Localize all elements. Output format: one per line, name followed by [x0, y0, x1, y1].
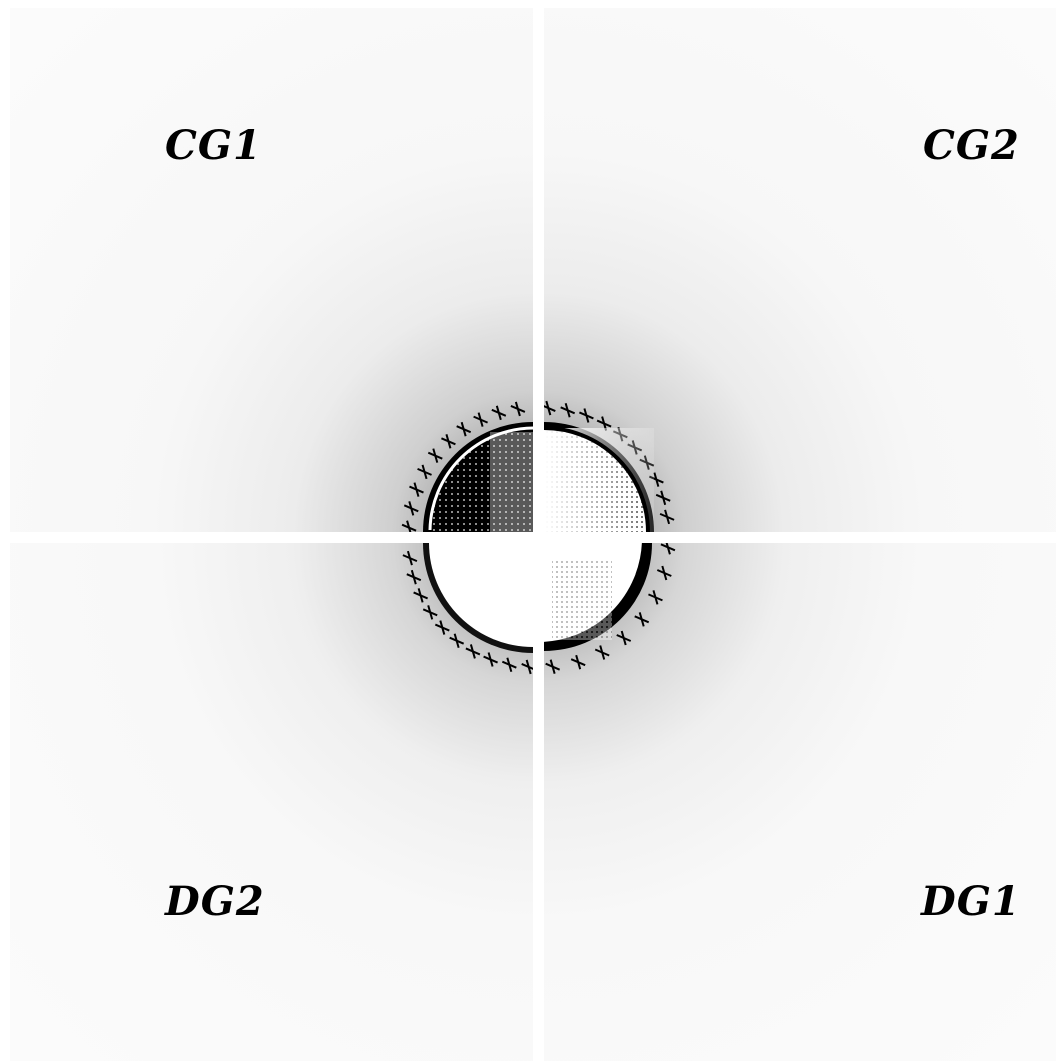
limb-spike	[652, 590, 659, 605]
limb-spike	[413, 482, 420, 497]
disk-quadrant-cg2	[544, 400, 675, 532]
limb-spike	[477, 412, 484, 427]
limb-spike	[406, 520, 412, 532]
limb-spike	[427, 605, 434, 620]
limb-spike	[583, 408, 590, 423]
limb-spike	[408, 501, 415, 516]
limb-spike	[506, 657, 513, 672]
limb-spike	[514, 401, 521, 417]
halo-glow	[544, 543, 1056, 1061]
limb-spike	[406, 550, 413, 566]
quadrant-label-cg2: CG2	[923, 122, 1020, 169]
limb-spike	[439, 620, 446, 635]
limb-spike	[525, 659, 532, 675]
panel-dg1	[544, 543, 1056, 1061]
disk-quadrant-dg1	[544, 543, 676, 674]
limb-spike	[445, 434, 452, 449]
limb-spike	[599, 645, 606, 660]
quadrant-label-dg2: DG2	[165, 878, 265, 925]
limb-spike	[620, 630, 627, 646]
limb-spike	[665, 543, 671, 555]
limb-spike	[410, 569, 417, 585]
limb-spike	[487, 652, 494, 667]
limb-spike	[495, 405, 502, 421]
limb-spike	[417, 588, 424, 603]
limb-spike	[638, 612, 645, 627]
halo-glow	[10, 8, 533, 532]
quadrant-label-dg1: DG1	[921, 878, 1021, 925]
limb-spike	[460, 421, 467, 437]
limb-spike	[575, 654, 582, 670]
limb-spike	[549, 659, 556, 674]
limb-spike	[661, 565, 668, 581]
quadrant-label-cg1: CG1	[165, 122, 262, 169]
limb-spike	[421, 464, 428, 480]
limb-spike	[545, 400, 552, 416]
disk-quadrant-dg2	[402, 543, 533, 675]
limb-spike	[432, 448, 439, 463]
limb-spike	[453, 633, 460, 648]
limb-spike	[564, 403, 571, 418]
limb-spike	[653, 472, 660, 487]
limb-spike	[469, 644, 476, 659]
panel-cg1	[10, 8, 533, 532]
limb-spike	[660, 490, 667, 506]
disk-quadrant-cg1	[401, 401, 533, 532]
limb-spike	[664, 509, 671, 525]
